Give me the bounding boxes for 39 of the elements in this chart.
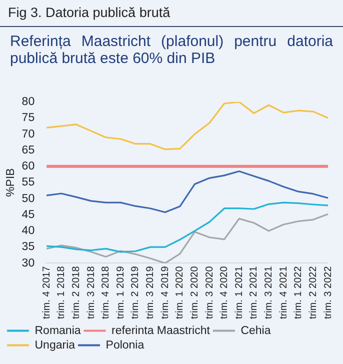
legend-label: Ungaria: [34, 339, 76, 352]
legend-label: Polonia: [106, 339, 145, 352]
x-tick-label: trim. 4 2017: [41, 266, 52, 320]
x-tick-label: trim. 1 2020: [174, 266, 186, 320]
chart-subtitle: Referința Maastricht (plafonul) pentru datoria publică brută este 60% din PIB: [9, 32, 334, 69]
x-tick-label: trim. 4 2021: [278, 266, 290, 320]
y-tick-label: 65: [22, 144, 35, 156]
legend-label: Cehia: [240, 324, 272, 337]
x-tick-label: trim. 2 2018: [70, 266, 82, 320]
y-tick-label: 45: [22, 208, 35, 221]
x-tick-label: trim. 4 2018: [100, 266, 112, 320]
x-tick-label: trim. 4 2019: [160, 266, 171, 320]
x-tick-label: trim. 3 2018: [86, 266, 97, 320]
y-tick-label: 75: [22, 112, 35, 124]
y-tick-label: 60: [22, 160, 35, 173]
y-tick-label: 35: [22, 241, 35, 254]
y-tick-label: 50: [22, 192, 35, 205]
x-tick-label: trim. 1 2018: [56, 266, 68, 320]
legend-label: Romania: [34, 324, 82, 337]
y-tick-label: 40: [22, 225, 35, 238]
y-tick-label: 70: [22, 128, 35, 140]
y-tick-label: 55: [22, 176, 35, 189]
y-tick-label: 30: [22, 257, 35, 270]
x-tick-label: trim. 2 2019: [130, 266, 142, 320]
chart-title: Fig 3. Datoria publică brută: [0, 0, 343, 27]
x-tick-label: trim. 3 2020: [204, 266, 216, 320]
x-tick-label: trim. 2 2020: [189, 266, 200, 320]
y-tick-label: 80: [22, 96, 35, 108]
x-tick-label: trim. 3 2021: [264, 266, 275, 320]
x-tick-label: trim. 3 2019: [145, 266, 156, 320]
x-tick-label: trim. 2 2021: [248, 266, 260, 320]
x-tick-label: trim. 3 2022: [322, 266, 334, 320]
x-tick-label: trim. 4 2020: [219, 266, 230, 320]
x-tick-label: trim. 1 2021: [234, 266, 245, 320]
x-tick-label: trim. 2 2022: [308, 266, 319, 320]
legend-label: referinta Maastricht: [112, 324, 211, 337]
x-tick-label: trim. 1 2022: [293, 266, 304, 320]
x-tick-label: trim. 1 2019: [115, 266, 126, 320]
y-axis-title: %PIB: [5, 168, 18, 197]
